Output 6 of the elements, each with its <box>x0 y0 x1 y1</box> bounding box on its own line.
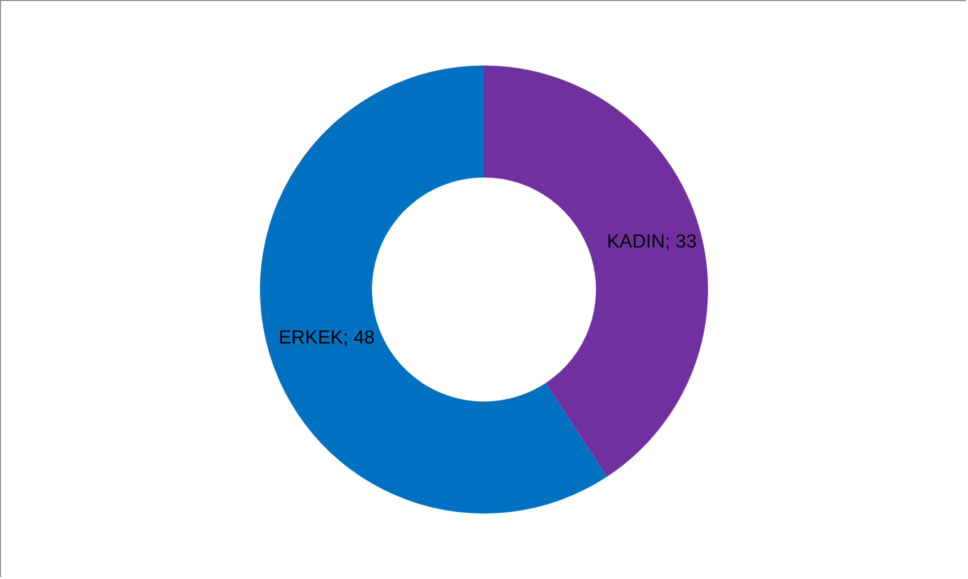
donut-slice <box>484 66 708 477</box>
donut-slice <box>260 66 608 514</box>
slice-label: ERKEK <box>278 328 344 349</box>
slice-label: KADIN <box>606 231 665 252</box>
data-label: ; 33 <box>664 231 697 252</box>
data-label: ; 48 <box>343 328 375 349</box>
